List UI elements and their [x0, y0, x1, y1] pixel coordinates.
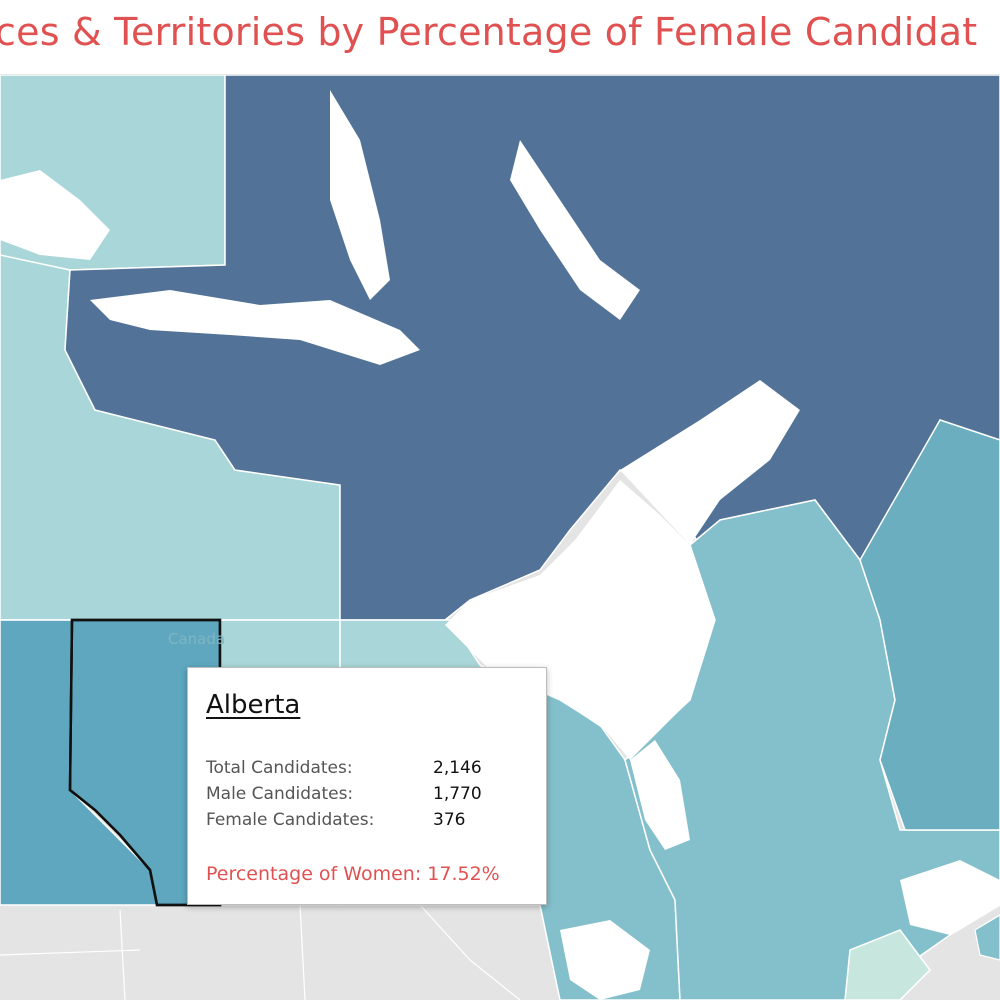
gulf-st-lawrence-water — [900, 860, 1000, 935]
title-bar: inces & Territories by Percentage of Fem… — [0, 0, 1000, 75]
tooltip-label: Total Candidates: — [206, 758, 353, 778]
basemap-border-lines — [0, 904, 641, 1000]
map-country-label: Canada — [168, 630, 225, 648]
tooltip: Alberta Total Candidates: 2,146 Male Can… — [187, 667, 547, 905]
tooltip-row-total: Total Candidates: 2,146 — [206, 758, 536, 782]
tooltip-percentage-label: Percentage of Women: — [206, 863, 422, 885]
tooltip-label: Male Candidates: — [206, 784, 354, 804]
tooltip-percentage: Percentage of Women: 17.52% — [206, 863, 500, 885]
arctic-channel-water — [90, 290, 420, 365]
region-new-brunswick[interactable] — [844, 929, 931, 1000]
great-bear-lake-water — [0, 170, 110, 260]
tooltip-percentage-value: 17.52% — [427, 863, 500, 885]
baffin-bay-water — [510, 140, 640, 320]
map-canvas[interactable]: Canada — [0, 75, 1000, 1000]
tooltip-value: 2,146 — [433, 758, 482, 778]
arctic-channel-water-2 — [330, 90, 390, 300]
tooltip-label: Female Candidates: — [206, 810, 375, 830]
great-lakes-water — [560, 920, 650, 1000]
hudson-strait-water — [620, 380, 800, 545]
region-nova-scotia[interactable] — [974, 914, 1000, 961]
tooltip-value: 376 — [433, 810, 466, 830]
tooltip-row-male: Male Candidates: 1,770 — [206, 784, 536, 808]
region-newfoundland-labrador[interactable] — [859, 419, 1000, 831]
james-bay-water — [630, 740, 690, 850]
page-title: inces & Territories by Percentage of Fem… — [0, 10, 978, 54]
tooltip-row-female: Female Candidates: 376 — [206, 810, 536, 834]
tooltip-value: 1,770 — [433, 784, 482, 804]
hudson-bay-water — [445, 480, 715, 760]
tooltip-title: Alberta — [206, 690, 301, 720]
